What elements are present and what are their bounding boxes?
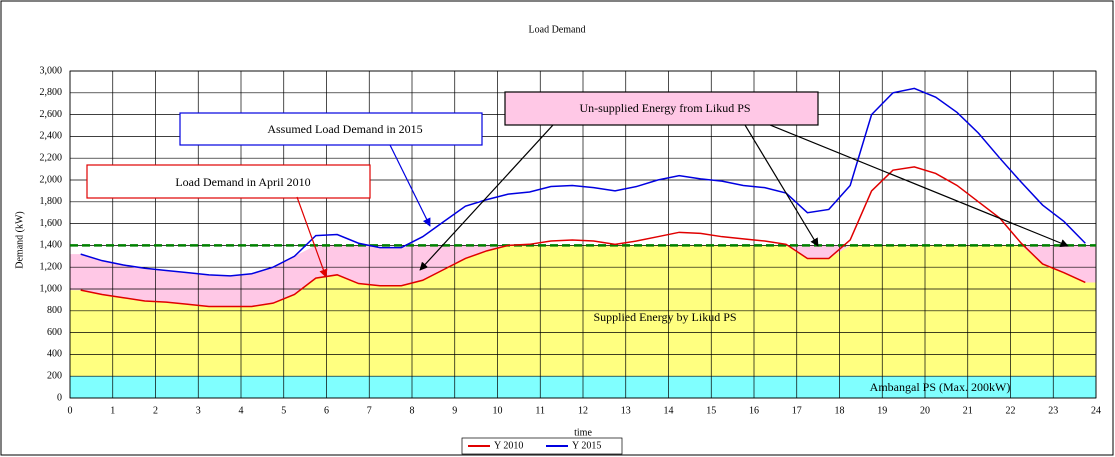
y-tick-label: 2,600 xyxy=(40,109,63,120)
x-tick-label: 9 xyxy=(452,405,457,416)
y-tick-label: 1,200 xyxy=(40,261,63,272)
x-tick-label: 23 xyxy=(1048,405,1058,416)
annotation: Un-supplied Energy from Likud PS xyxy=(579,101,750,115)
annotation-box xyxy=(86,164,371,199)
x-tick-label: 15 xyxy=(706,405,716,416)
x-tick-label: 19 xyxy=(877,405,887,416)
annotation-arrow xyxy=(389,144,431,227)
y-tick-label: 1,400 xyxy=(40,240,63,251)
x-tick-label: 22 xyxy=(1006,405,1016,416)
annotation: Load Demand in April 2010 xyxy=(175,175,310,189)
x-axis-label: time xyxy=(574,427,592,438)
y-tick-label: 2,000 xyxy=(40,174,63,185)
series-line xyxy=(80,87,1086,277)
x-tick-label: 11 xyxy=(535,405,545,416)
x-tick-label: 5 xyxy=(281,405,286,416)
x-tick-label: 12 xyxy=(578,405,588,416)
series-line xyxy=(80,166,1086,308)
y-tick-label: 1,800 xyxy=(40,196,63,207)
y-tick-label: 0 xyxy=(57,392,62,403)
x-tick-label: 21 xyxy=(963,405,973,416)
x-tick-label: 0 xyxy=(68,405,73,416)
x-tick-label: 6 xyxy=(324,405,329,416)
legend-label: Y 2010 xyxy=(494,440,523,451)
annotation: Supplied Energy by Likud PS xyxy=(593,310,736,324)
y-axis-label: Demand (kW) xyxy=(14,211,25,268)
x-tick-label: 4 xyxy=(239,405,244,416)
annotation-arrow xyxy=(419,124,554,271)
y-tick-label: 1,600 xyxy=(40,218,63,229)
annotation-box xyxy=(504,91,819,126)
y-tick-label: 800 xyxy=(47,305,62,316)
x-tick-label: 8 xyxy=(410,405,415,416)
y-tick-label: 2,800 xyxy=(40,87,63,98)
annotation: Ambangal PS (Max. 200kW) xyxy=(870,380,1011,394)
x-tick-label: 1 xyxy=(110,405,115,416)
y-tick-label: 400 xyxy=(47,349,62,360)
x-tick-label: 10 xyxy=(493,405,503,416)
annotation: Assumed Load Demand in 2015 xyxy=(267,122,422,136)
x-tick-label: 14 xyxy=(664,405,674,416)
chart-title: Load Demand xyxy=(529,24,586,35)
x-tick-label: 24 xyxy=(1091,405,1101,416)
annotation-box xyxy=(179,112,483,146)
x-tick-label: 3 xyxy=(196,405,201,416)
y-tick-label: 1,000 xyxy=(40,283,63,294)
x-tick-label: 20 xyxy=(920,405,930,416)
annotation-arrow xyxy=(744,124,819,247)
legend-label: Y 2015 xyxy=(572,440,601,451)
annotation-arrow xyxy=(769,124,1069,248)
x-tick-label: 18 xyxy=(835,405,845,416)
y-tick-label: 600 xyxy=(47,327,62,338)
x-tick-label: 16 xyxy=(749,405,759,416)
y-tick-label: 2,200 xyxy=(40,152,63,163)
y-tick-label: 2,400 xyxy=(40,131,63,142)
y-tick-label: 200 xyxy=(47,370,62,381)
x-tick-label: 17 xyxy=(792,405,802,416)
x-tick-label: 2 xyxy=(153,405,158,416)
legend-box xyxy=(461,437,623,455)
x-tick-label: 7 xyxy=(367,405,372,416)
y-tick-label: 3,000 xyxy=(40,65,63,76)
annotation-arrow xyxy=(296,196,328,278)
x-tick-label: 13 xyxy=(621,405,631,416)
plot-border xyxy=(69,70,1097,399)
